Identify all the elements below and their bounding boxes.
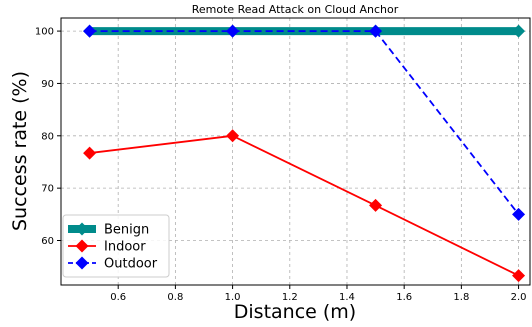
series-outdoor bbox=[83, 24, 526, 221]
y-axis-ticks: 60 70 80 90 100 bbox=[35, 27, 61, 247]
series-indoor bbox=[83, 129, 526, 283]
legend-label-benign: Benign bbox=[104, 223, 149, 238]
chart-legend: Benign Indoor Outdoor bbox=[62, 214, 170, 278]
data-point-indoor bbox=[369, 198, 383, 212]
chart-title: Remote Read Attack on Cloud Anchor bbox=[192, 3, 399, 16]
x-tick-label: 1.6 bbox=[396, 292, 412, 303]
legend-entry-indoor: Indoor bbox=[68, 239, 146, 255]
x-tick-label: 1.0 bbox=[225, 292, 241, 303]
x-tick-label: 1.8 bbox=[453, 292, 469, 303]
data-point-outdoor bbox=[226, 24, 240, 38]
legend-marker-outdoor bbox=[75, 256, 89, 270]
y-tick-label: 80 bbox=[41, 131, 54, 142]
x-tick-label: 1.4 bbox=[339, 292, 355, 303]
legend-marker-benign bbox=[75, 222, 89, 236]
data-point-outdoor bbox=[512, 207, 526, 221]
y-tick-label: 70 bbox=[41, 184, 54, 195]
y-tick-label: 90 bbox=[41, 79, 54, 90]
series-layer bbox=[83, 24, 526, 283]
data-point-indoor bbox=[512, 269, 526, 283]
data-point-indoor bbox=[226, 129, 240, 143]
x-axis-ticks: 0.6 0.8 1.0 1.2 1.4 1.6 1.8 2.0 bbox=[110, 285, 527, 303]
y-tick-label: 100 bbox=[35, 27, 54, 38]
legend-entry-outdoor: Outdoor bbox=[68, 256, 158, 272]
y-tick-label: 60 bbox=[41, 236, 54, 247]
plot-frame bbox=[60, 17, 531, 286]
legend-entry-benign: Benign bbox=[68, 222, 149, 238]
x-tick-label: 2.0 bbox=[511, 292, 527, 303]
series-line-outdoor bbox=[89, 30, 520, 215]
legend-marker-indoor bbox=[75, 239, 89, 253]
data-point-indoor bbox=[83, 146, 97, 160]
data-point-outdoor bbox=[369, 24, 383, 38]
data-point-outdoor bbox=[83, 24, 97, 38]
series-line-indoor bbox=[89, 134, 519, 277]
x-tick-label: 0.6 bbox=[110, 292, 126, 303]
x-tick-label: 0.8 bbox=[167, 292, 183, 303]
x-tick-label: 1.2 bbox=[282, 292, 298, 303]
x-axis-label: Distance (m) bbox=[234, 301, 356, 323]
data-point-benign bbox=[512, 24, 526, 38]
legend-label-outdoor: Outdoor bbox=[104, 257, 158, 272]
legend-label-indoor: Indoor bbox=[104, 240, 146, 255]
y-axis-label: Success rate (%) bbox=[9, 71, 31, 231]
